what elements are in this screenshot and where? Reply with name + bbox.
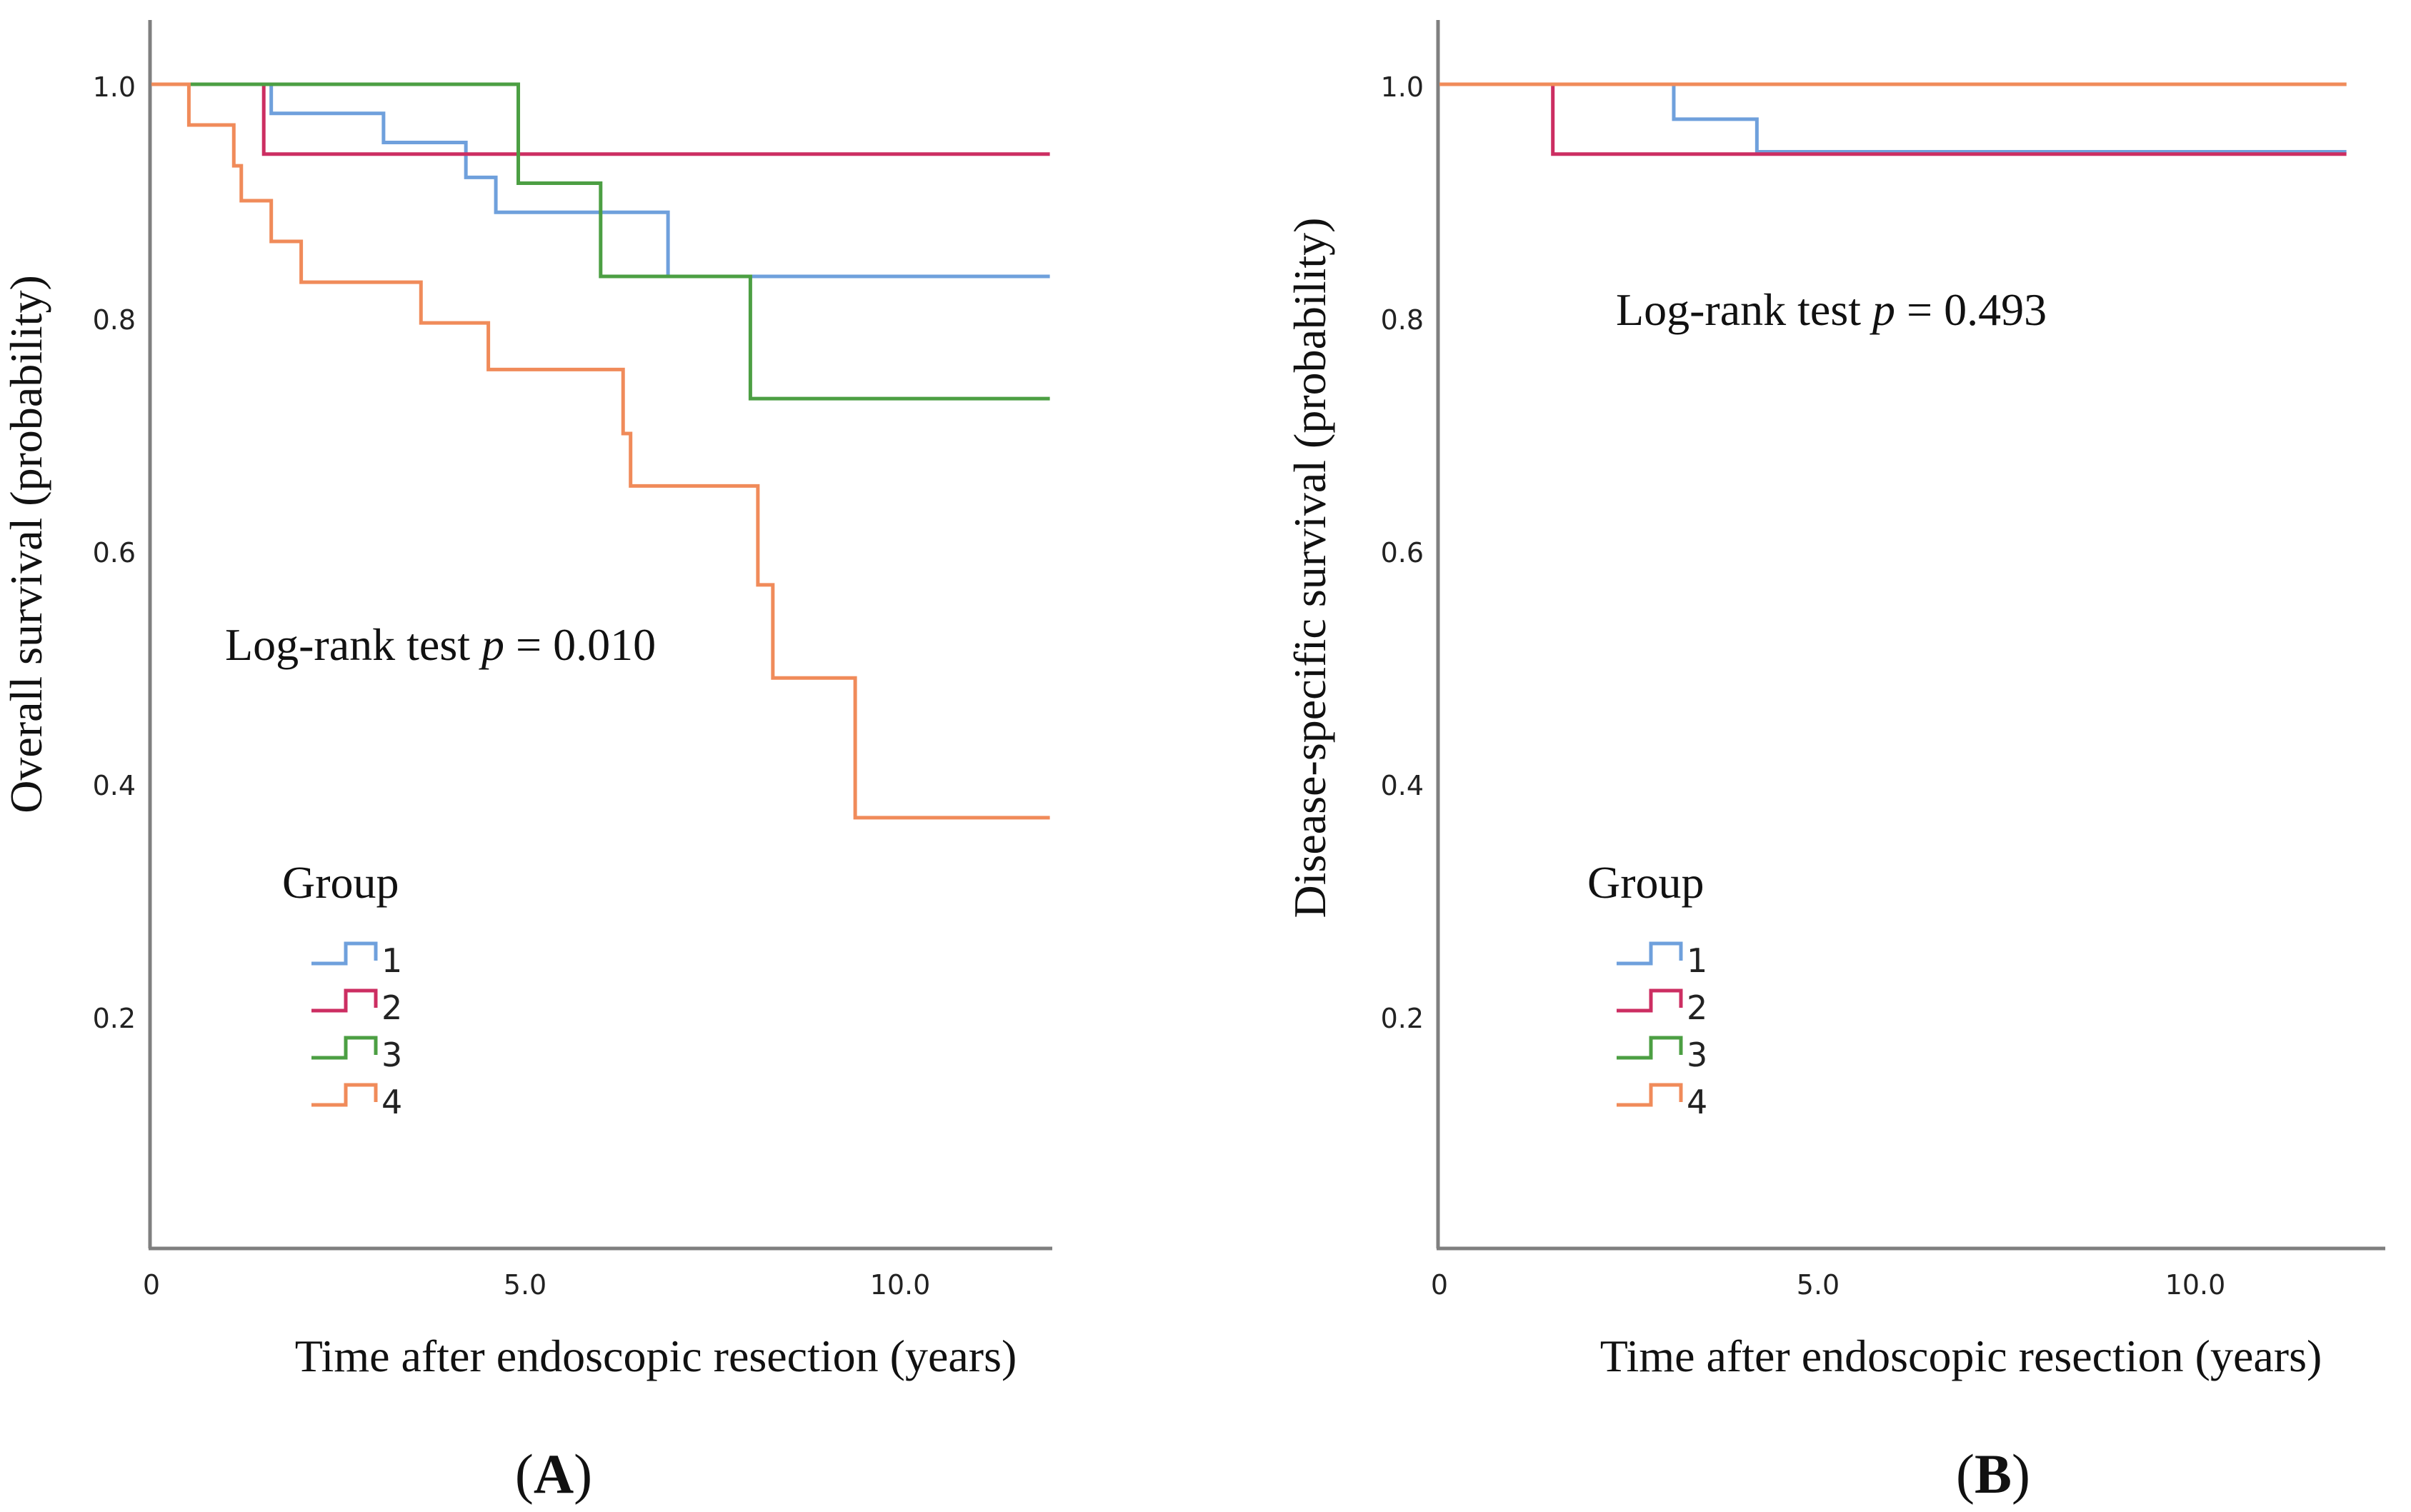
y-axis-label: Overall survival (probability): [1, 275, 51, 813]
y-axis-ticks: 0.2 0.4 0.6 0.8 1.0: [1381, 71, 1424, 1034]
legend-symbol: [1617, 941, 1683, 966]
x-axis-label: Time after endoscopic resection (years): [1600, 1331, 2322, 1381]
legend-symbol: [311, 1083, 378, 1107]
panel-caption: (A): [515, 1443, 592, 1505]
x-axis-ticks: 0 5.0 10.0: [143, 1269, 930, 1301]
legend-entries: 1 2 3 4: [1617, 941, 1707, 1121]
y-axis-label: Disease-specific survival (probability): [1284, 218, 1335, 918]
log-rank-annotation: Log-rank test p = 0.493: [1616, 284, 2047, 335]
panel-caption: (B): [1956, 1443, 2030, 1505]
legend-title: Group: [282, 857, 399, 908]
legend-symbol: [311, 1036, 378, 1060]
annotation-prefix: Log-rank test: [225, 619, 481, 670]
log-rank-annotation: Log-rank test p = 0.010: [225, 619, 656, 670]
legend-symbol: [311, 941, 378, 966]
legend-symbol: [311, 988, 378, 1013]
y-tick-label: 0.8: [1381, 304, 1424, 336]
legend-label: 3: [381, 1036, 402, 1074]
y-axis-ticks: 0.2 0.4 0.6 0.8 1.0: [93, 71, 136, 1034]
annotation-prefix: Log-rank test: [1616, 284, 1872, 335]
survival-curves: [1439, 82, 2347, 156]
caption-close: ): [574, 1443, 592, 1505]
legend-title: Group: [1587, 857, 1704, 908]
legend-label: 3: [1687, 1036, 1707, 1074]
x-tick-label: 10.0: [2165, 1269, 2226, 1301]
annotation-p: p: [479, 619, 504, 670]
caption-letter: A: [534, 1443, 574, 1505]
y-tick-label: 0.6: [1381, 537, 1424, 569]
panel-a: 0.2 0.4 0.6 0.8 1.0 0 5.0 10.0 Overall s…: [1, 20, 1052, 1505]
legend-entries: 1 2 3 4: [311, 941, 402, 1121]
legend-label: 1: [381, 941, 402, 980]
legend-label: 2: [381, 988, 402, 1027]
x-tick-label: 5.0: [1797, 1269, 1840, 1301]
annotation-value: = 0.010: [504, 619, 656, 670]
survival-curves: [151, 82, 1050, 820]
y-tick-label: 1.0: [1381, 71, 1424, 103]
y-tick-label: 0.6: [93, 537, 136, 569]
legend-label: 4: [381, 1083, 402, 1121]
panel-b: 0.2 0.4 0.6 0.8 1.0 0 5.0 10.0 Disease-s…: [1284, 20, 2385, 1505]
caption-close: ): [2012, 1443, 2030, 1505]
legend-label: 4: [1687, 1083, 1707, 1121]
annotation-p: p: [1870, 284, 1895, 335]
y-tick-label: 0.8: [93, 304, 136, 336]
y-tick-label: 1.0: [93, 71, 136, 103]
caption-open: (: [1956, 1443, 1975, 1505]
legend-symbol: [1617, 988, 1683, 1013]
survival-curve-group-4: [151, 82, 1050, 820]
x-axis-label: Time after endoscopic resection (years): [295, 1331, 1017, 1381]
survival-curve-group-2: [1439, 82, 2347, 156]
y-tick-label: 0.4: [1381, 770, 1424, 801]
caption-letter: B: [1975, 1443, 2012, 1505]
survival-curve-group-1: [151, 82, 1050, 279]
x-tick-label: 5.0: [504, 1269, 546, 1301]
legend: Group 1 2 3 4: [282, 857, 402, 1121]
annotation-value: = 0.493: [1895, 284, 2047, 335]
x-tick-label: 0: [143, 1269, 160, 1301]
x-axis-ticks: 0 5.0 10.0: [1431, 1269, 2225, 1301]
y-tick-label: 0.2: [1381, 1003, 1424, 1034]
legend-label: 2: [1687, 988, 1707, 1027]
legend-symbol: [1617, 1083, 1683, 1107]
y-tick-label: 0.4: [93, 770, 136, 801]
survival-curve-group-1: [1439, 82, 2347, 154]
y-tick-label: 0.2: [93, 1003, 136, 1034]
survival-curve-group-3: [151, 82, 1050, 401]
caption-open: (: [515, 1443, 534, 1505]
legend-symbol: [1617, 1036, 1683, 1060]
x-tick-label: 10.0: [870, 1269, 931, 1301]
x-tick-label: 0: [1431, 1269, 1448, 1301]
survival-curve-group-2: [151, 82, 1050, 156]
legend-label: 1: [1687, 941, 1707, 980]
legend: Group 1 2 3 4: [1587, 857, 1707, 1121]
